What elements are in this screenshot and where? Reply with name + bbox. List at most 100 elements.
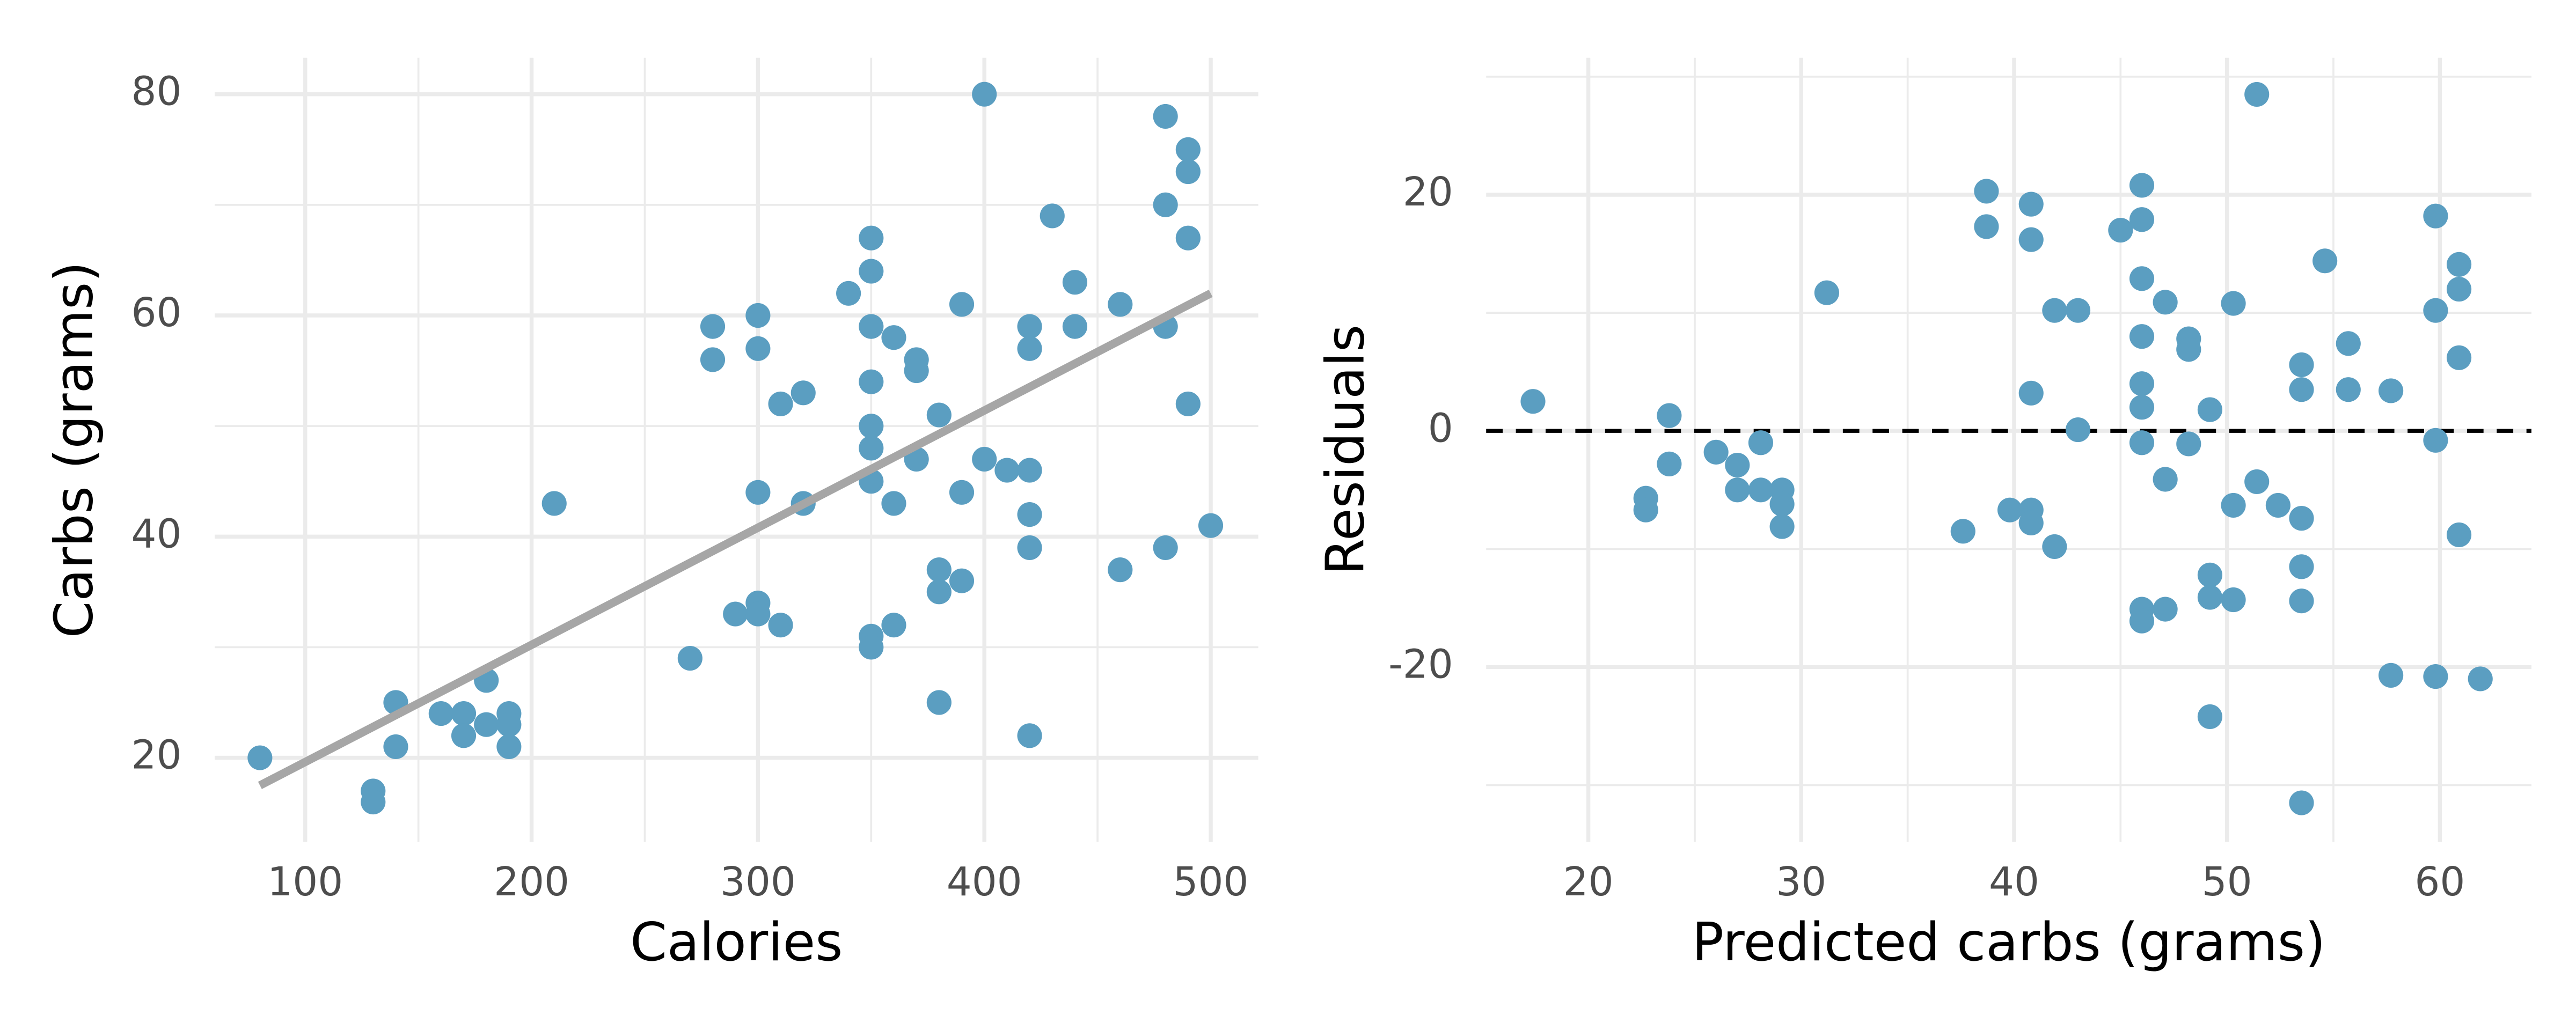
- point: [1062, 314, 1088, 339]
- point: [2129, 266, 2155, 291]
- y-tick-label: 60: [131, 290, 182, 336]
- point: [1974, 214, 1999, 239]
- y-tick-label: 40: [131, 511, 182, 557]
- point: [2018, 227, 2044, 252]
- x-tick-label: 300: [720, 859, 796, 905]
- y-tick-label: 20: [1403, 169, 1453, 215]
- point: [1748, 477, 1774, 503]
- point: [2289, 377, 2314, 402]
- x-tick-label: 100: [267, 859, 343, 905]
- x-tick-label: 60: [2414, 859, 2465, 905]
- point: [1657, 451, 1682, 476]
- point: [723, 601, 748, 627]
- y-axis-title: Residuals: [1315, 325, 1377, 575]
- point: [2312, 248, 2338, 274]
- point: [768, 613, 793, 638]
- point: [1017, 502, 1042, 527]
- point: [2153, 467, 2178, 492]
- point: [2176, 431, 2201, 457]
- x-tick-label: 400: [947, 859, 1022, 905]
- point: [451, 723, 477, 748]
- point: [361, 789, 386, 815]
- point: [1062, 270, 1088, 295]
- point: [2153, 597, 2178, 622]
- point: [881, 491, 906, 516]
- y-tick-label: 80: [131, 69, 182, 115]
- point: [2468, 666, 2493, 691]
- point: [2197, 585, 2223, 610]
- point: [1017, 458, 1042, 483]
- point: [926, 579, 952, 605]
- point: [1175, 159, 1201, 185]
- point: [926, 557, 952, 583]
- point: [1633, 497, 1658, 523]
- point: [1814, 280, 1839, 305]
- point: [745, 336, 771, 361]
- y-axis-title: Carbs (grams): [43, 261, 105, 638]
- y-tick-label: 20: [131, 732, 182, 778]
- x-tick-label: 40: [1989, 859, 2039, 905]
- x-axis-title: Predicted carbs (grams): [1692, 912, 2326, 973]
- point: [2042, 298, 2067, 323]
- point: [1017, 314, 1042, 339]
- point: [2018, 380, 2044, 406]
- fit-line: [258, 289, 1213, 789]
- point: [2289, 352, 2314, 378]
- point: [904, 358, 929, 384]
- point: [383, 734, 408, 760]
- point: [1017, 535, 1042, 560]
- point: [881, 325, 906, 350]
- point: [1657, 403, 1682, 428]
- point: [1153, 104, 1178, 129]
- point: [1725, 452, 1750, 478]
- point: [859, 414, 884, 439]
- point: [972, 446, 997, 472]
- point: [1974, 179, 1999, 204]
- point: [2129, 608, 2155, 634]
- point: [1153, 535, 1178, 560]
- point: [1725, 477, 1750, 503]
- point: [2336, 377, 2361, 402]
- point: [881, 613, 906, 638]
- point: [2379, 378, 2404, 403]
- point: [2423, 428, 2448, 453]
- point: [2108, 217, 2133, 243]
- point: [859, 635, 884, 660]
- point: [2221, 587, 2246, 613]
- point: [859, 436, 884, 461]
- point: [2197, 397, 2223, 422]
- point: [496, 734, 522, 760]
- point: [1748, 430, 1774, 455]
- point: [2197, 704, 2223, 729]
- point: [2289, 506, 2314, 531]
- point: [428, 701, 453, 726]
- point: [2018, 510, 2044, 536]
- x-tick-label: 200: [494, 859, 569, 905]
- point: [2423, 664, 2448, 689]
- point: [745, 480, 771, 505]
- point: [2129, 371, 2155, 396]
- point: [2042, 534, 2067, 560]
- point: [949, 568, 975, 593]
- point: [2129, 173, 2155, 198]
- point: [2065, 417, 2091, 443]
- point: [2423, 203, 2448, 229]
- point: [2265, 492, 2290, 518]
- point: [474, 712, 499, 737]
- point: [2129, 207, 2155, 232]
- point: [700, 347, 726, 372]
- x-tick-label: 500: [1173, 859, 1249, 905]
- point: [1108, 292, 1133, 317]
- point: [2446, 252, 2472, 277]
- point: [2129, 395, 2155, 420]
- point: [2065, 298, 2091, 323]
- point: [859, 259, 884, 284]
- point: [1703, 439, 1729, 465]
- point: [1950, 519, 1975, 544]
- point: [1198, 513, 1224, 538]
- point: [2336, 331, 2361, 356]
- point: [791, 380, 816, 406]
- point: [2289, 588, 2314, 614]
- point: [1175, 225, 1201, 251]
